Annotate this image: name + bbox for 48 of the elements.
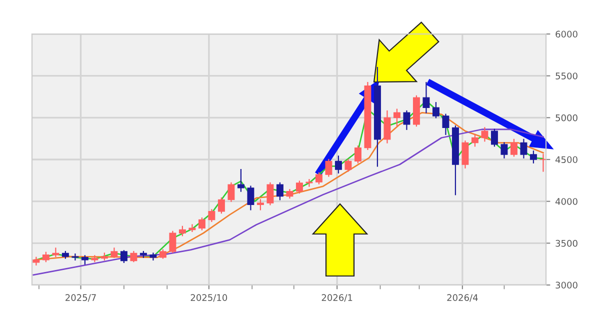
candlestick (393, 108, 400, 127)
candlestick (490, 128, 498, 147)
y-tick-label: 3500 (556, 240, 578, 247)
candlestick (198, 218, 206, 230)
y-tick-label: 6000 (556, 30, 578, 38)
candlestick (169, 230, 176, 253)
candlestick (403, 110, 410, 130)
candlestick (247, 186, 254, 210)
candlestick (42, 252, 50, 262)
candlestick (237, 168, 244, 192)
x-tick-label: 2026/1 (322, 294, 352, 302)
candlestick (228, 182, 235, 202)
candlestick (208, 209, 216, 222)
candlestick (344, 158, 352, 172)
candlestick (325, 158, 332, 177)
candlestick (510, 138, 518, 157)
y-tick-label: 5500 (556, 72, 578, 80)
candlestick (334, 156, 342, 174)
candlestick (266, 182, 274, 206)
x-tick-label: 2026/4 (447, 294, 478, 302)
candlestick (110, 248, 118, 258)
x-tick-label: 2025/7 (66, 294, 96, 302)
candlestick (520, 138, 528, 158)
candlestick (218, 197, 225, 214)
y-tick-label: 4000 (555, 198, 578, 205)
candlestick (256, 199, 264, 210)
x-tick-label: 2025/10 (190, 294, 228, 302)
candlestick (530, 150, 537, 164)
candlestick (422, 82, 430, 114)
candlestick (315, 172, 322, 184)
y-tick-label: 4500 (555, 156, 578, 164)
candlestick (471, 134, 478, 147)
candlestick (462, 140, 469, 168)
candlestick (432, 102, 440, 118)
candlestick (384, 110, 391, 144)
candlestick (276, 182, 284, 200)
candlestick (130, 250, 138, 262)
candlestick (442, 114, 450, 135)
line-series (32, 128, 544, 276)
y-tick-label: 5000 (556, 114, 578, 122)
y-tick-label: 3000 (556, 282, 578, 289)
candlestick (120, 250, 128, 263)
candlestick (178, 226, 186, 236)
candlestick (306, 179, 313, 187)
candlestick (481, 127, 488, 142)
candlestick (354, 146, 362, 164)
candlestick (296, 180, 303, 194)
candlestick (500, 142, 508, 158)
